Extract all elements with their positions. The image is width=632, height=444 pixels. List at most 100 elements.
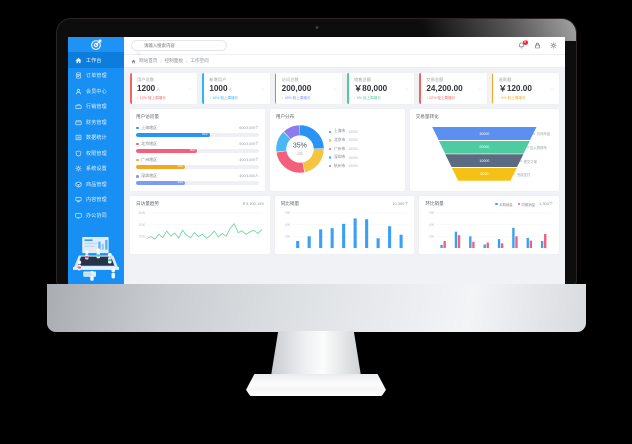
kpi-card-2[interactable]: 访问总数 200,000 ↑ 18% 较上周增长 <box>274 73 342 104</box>
kpi-value: 24,200.00 <box>426 84 463 93</box>
funnel-label-dot <box>513 173 516 176</box>
sidebar-item-1[interactable]: 订单管理 <box>68 68 124 84</box>
bar-0-7 <box>541 241 544 248</box>
bar-4 <box>341 223 345 248</box>
sidebar-item-10[interactable]: 办公协同 <box>68 207 124 223</box>
sidebar-item-3[interactable]: 行销管理 <box>68 99 124 115</box>
funnel-segment-2[interactable]: 10000 <box>445 154 524 168</box>
sidebar-item-0[interactable]: 工作台 <box>68 52 124 68</box>
kpi-card-4[interactable]: 交易金额 24,200.00 ↑ 22% 较上周增长 <box>419 73 487 104</box>
gear-icon[interactable] <box>188 78 193 91</box>
progress-row-3: 深圳地区 400/1000人 40% <box>136 173 259 185</box>
legend-dot <box>328 139 332 142</box>
gear-icon[interactable] <box>260 78 265 91</box>
bar-3 <box>330 228 334 248</box>
breadcrumb-item-0[interactable]: 网站首页 <box>139 58 158 63</box>
user-distribution-panel: 用户分布 35% 占比 上海市 10000 北京市 10000 广州市 10000 深圳市 1… <box>269 109 405 191</box>
desktop-icon <box>75 212 82 219</box>
mid-row: 用户访问量 上海地区 600/1000个 60% 北京地区 500/1000个 50% 广州… <box>130 109 559 191</box>
box-icon <box>75 181 82 188</box>
funnel-segment-1[interactable]: 20000 <box>438 140 530 154</box>
sidebar-item-label: 系统设置 <box>86 166 107 173</box>
bar-0 <box>295 241 299 248</box>
sidebar-item-9[interactable]: 内容管理 <box>68 192 124 208</box>
kpi-card-1[interactable]: 新增用户 1000人 ↑ 10% 较上周增长 <box>202 73 270 104</box>
bar-1 <box>307 236 311 248</box>
sidebar-item-label: 订单管理 <box>86 73 107 80</box>
chart-legend-item-0[interactable]: 本期销量 <box>495 202 513 207</box>
legend-label: 上海市 <box>333 129 346 134</box>
sidebar-item-label: 办公协同 <box>86 212 107 219</box>
funnel-label-dot <box>520 160 522 162</box>
search-input[interactable] <box>144 43 222 48</box>
bar-1-6 <box>530 240 533 248</box>
breadcrumb-item-1[interactable]: 控制面板 <box>164 58 184 63</box>
kpi-title: 访问总数 <box>281 77 299 82</box>
bar-7 <box>376 238 380 248</box>
monitor-chin <box>47 284 586 332</box>
y-axis-tick: 3000 <box>139 211 146 215</box>
search-box[interactable] <box>131 40 227 56</box>
sidebar-item-7[interactable]: 系统设置 <box>68 161 124 177</box>
file-icon <box>75 72 82 79</box>
sidebar-item-5[interactable]: 数据统计 <box>68 130 124 146</box>
donut-legend-item-4[interactable]: 杭州市 10000 <box>328 164 358 169</box>
kpi-value: 200,000 <box>281 84 312 93</box>
lock-icon[interactable] <box>534 42 541 49</box>
app-logo[interactable] <box>68 37 124 53</box>
kpi-subtext: ↑ 10% 较上周增长 <box>209 95 239 100</box>
progress-fraction: 500/1000个 <box>239 141 259 146</box>
home-icon <box>131 59 136 64</box>
sidebar-item-2[interactable]: 会员中心 <box>68 83 124 99</box>
sidebar-item-label: 商品管理 <box>86 181 107 188</box>
chart-plot: 900 600 300 <box>425 210 553 250</box>
breadcrumb-separator: / <box>186 58 188 64</box>
top-header: 6 <box>124 37 565 56</box>
progress-fill: 40% <box>136 181 186 185</box>
bar-0-1 <box>455 231 458 248</box>
y-axis-tick: 1000 <box>139 234 146 238</box>
gear-icon[interactable] <box>405 78 410 91</box>
sidebar-item-6[interactable]: 权限管理 <box>68 145 124 161</box>
funnel-segment-0[interactable]: 30000 <box>432 127 537 140</box>
chart-title: 环比销量 <box>425 201 444 206</box>
legend-value: 10000 <box>348 129 358 134</box>
dashboard-content: 用户总数 1200人 ↑ 12% 较上周增长 新增用户 1000人 ↑ 10% 较上周增长… <box>124 68 565 284</box>
line-series <box>147 224 262 239</box>
gear-icon[interactable] <box>550 42 557 49</box>
donut-center: 35% 占比 <box>286 135 314 163</box>
legend-value: 10000 <box>348 155 358 160</box>
kpi-card-3[interactable]: 销售总额 ￥80,000 ↑ 9% 较上周增长 <box>346 73 415 104</box>
donut-legend-item-1[interactable]: 北京市 10000 <box>328 138 358 143</box>
panel-title: 用户访问量 <box>136 114 159 119</box>
kpi-value: 1200人 <box>137 84 161 93</box>
kpi-accent-bar <box>346 73 349 104</box>
bell-icon[interactable]: 6 <box>518 40 528 49</box>
bar-1-5 <box>515 236 519 248</box>
gear-icon[interactable] <box>477 78 482 91</box>
search-icon <box>136 43 141 56</box>
donut-legend-item-3[interactable]: 深圳市 10000 <box>328 155 358 160</box>
donut-legend-item-0[interactable]: 上海市 10000 <box>328 129 358 134</box>
legend-label: 广州市 <box>333 146 346 151</box>
funnel-segment-3[interactable]: 5000 <box>451 167 517 181</box>
gear-icon[interactable] <box>333 78 337 91</box>
funnel-label-0: 访问商品 <box>533 131 550 136</box>
legend-dot <box>495 202 498 206</box>
progress-label: 深圳地区 <box>141 173 158 179</box>
briefcase-icon <box>75 103 82 110</box>
chart-meta: 1,300个 <box>539 201 554 206</box>
sidebar-item-8[interactable]: 商品管理 <box>68 176 124 192</box>
donut-legend-item-2[interactable]: 广州市 10000 <box>328 146 358 152</box>
chart-legend-item-1[interactable]: 同期销量 <box>517 202 535 207</box>
gear-icon[interactable] <box>550 78 554 91</box>
funnel-label-text: 加入购物车 <box>530 145 547 150</box>
laptop-team-illustration <box>73 228 119 284</box>
sidebar-item-4[interactable]: 财务管理 <box>68 114 124 130</box>
kpi-card-0[interactable]: 用户总数 1200人 ↑ 12% 较上周增长 <box>130 73 198 104</box>
kpi-card-5[interactable]: 退款额 ￥120.00 ↑ 5% 较上周增长 <box>491 73 559 104</box>
funnel-label-text: 提交订单 <box>523 159 538 164</box>
funnel-label-1: 加入购物车 <box>526 145 547 150</box>
kpi-accent-bar <box>419 73 422 104</box>
